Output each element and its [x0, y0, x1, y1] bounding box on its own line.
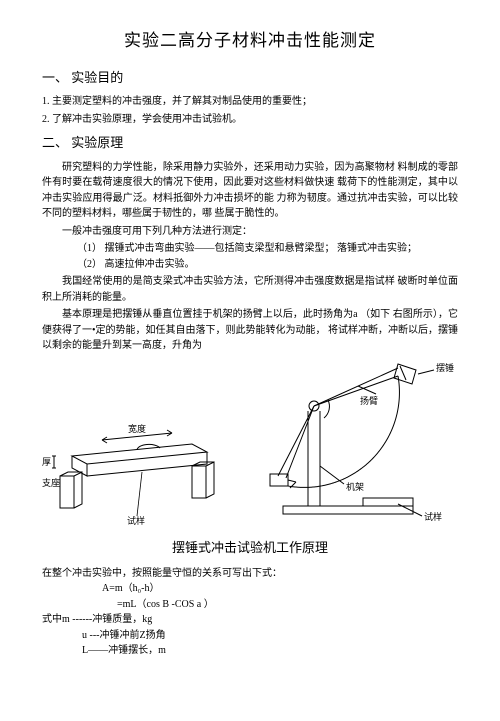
label-specimen-left: 试样	[127, 515, 145, 526]
purpose-item-2: 2. 了解冲击实验原理，学会使用冲击试验机。	[42, 112, 458, 128]
method-item-2: （2） 高速拉伸冲击实验。	[77, 257, 458, 273]
section2-heading: 二、 实验原理	[42, 133, 458, 153]
label-width: 宽度	[128, 423, 146, 434]
label-thickness: 厚	[42, 457, 51, 467]
principle-para-2: 一般冲击强度可用下列几种方法进行测定：	[62, 224, 458, 240]
principle-para-3: 我国经常使用的是简支梁式冲击实验方法，它所测得冲击强度数据是指试样 破断时单位面…	[42, 274, 458, 305]
where-u: u ---冲锤冲前Z扬角	[82, 628, 458, 644]
formula-2: =mL（cos B -COS a ）	[117, 597, 458, 613]
label-support: 支座	[42, 477, 60, 488]
diagram-row: 宽度 支座 厚 试样	[42, 362, 458, 532]
diagram-caption: 摆锤式冲击试验机工作原理	[42, 538, 458, 558]
label-frame: 机架	[346, 481, 364, 492]
purpose-item-1: 1. 主要测定塑料的冲击强度，并了解其对制品使用的重要性；	[42, 94, 458, 110]
page-title: 实验二高分子材料冲击性能测定	[42, 28, 458, 54]
formula-intro: 在整个冲击实验中，按照能量守恒的关系可写出下式：	[42, 566, 458, 582]
specimen-diagram: 宽度 支座 厚 试样	[42, 416, 222, 532]
section1-heading: 一、 实验目的	[42, 68, 458, 88]
label-specimen-right: 试样	[424, 511, 442, 522]
where-l: L——冲锤摆长，m	[82, 643, 458, 659]
principle-para-1: 研究塑料的力学性能，除采用静力实验外，还采用动力实验，因为高聚物材 料制成的零部…	[42, 160, 458, 222]
formula-1: A=m（h₀-h）	[102, 581, 458, 597]
label-hammer: 摆锤	[436, 362, 454, 373]
where-m: 式中m ------冲锤质量，kg	[42, 612, 458, 628]
label-arm: 扬臂	[360, 395, 378, 406]
principle-para-4: 基本原理是把摆锤从垂直位置挂于机架的扬臂上以后，此时扬角为a （如下 右图所示）…	[42, 307, 458, 354]
pendulum-diagram: 摆锤 扬臂 机架 试样	[248, 356, 458, 532]
formula-block: 在整个冲击实验中，按照能量守恒的关系可写出下式： A=m（h₀-h） =mL（c…	[42, 566, 458, 659]
method-item-1: （1） 摆锤式冲击弯曲实验——包括简支梁型和悬臂梁型； 落锤式冲击实验；	[77, 241, 458, 257]
